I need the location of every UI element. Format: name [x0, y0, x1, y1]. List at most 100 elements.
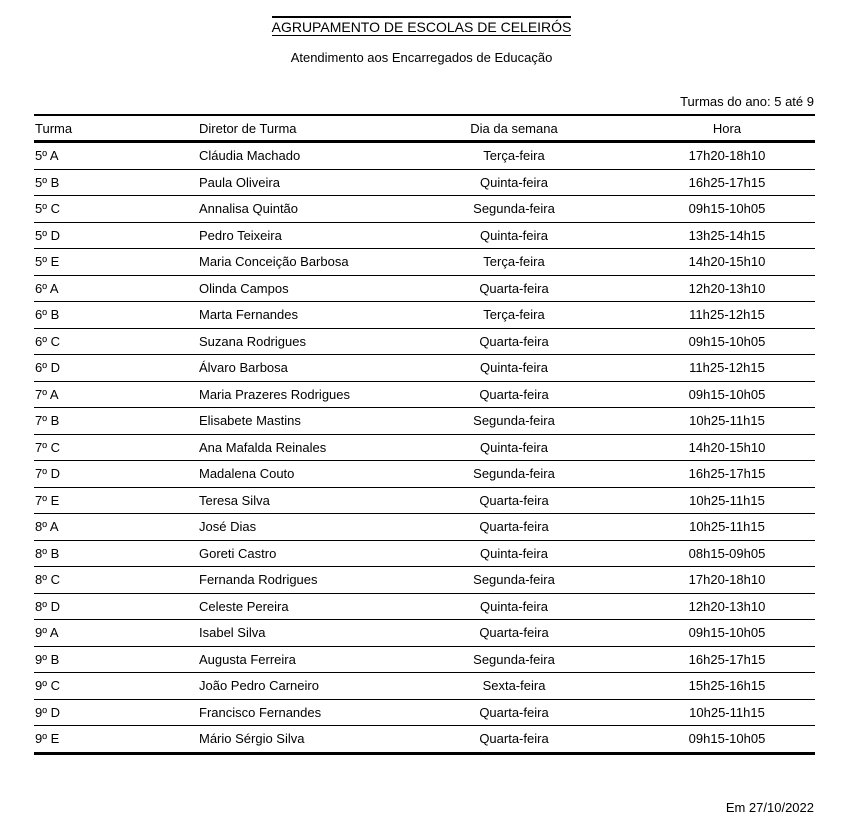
class-range: Turmas do ano: 5 até 9 [680, 94, 814, 109]
cell-turma: 8º A [34, 513, 199, 541]
cell-dia: Quinta-feira [429, 169, 599, 196]
table-row: 9º B Augusta Ferreira Segunda-feira 16h25-1… [34, 646, 815, 673]
cell-dia: Quinta-feira [429, 540, 599, 567]
cell-hora: 10h25-11h15 [599, 407, 815, 435]
cell-hora: 09h15-10h05 [599, 725, 815, 755]
cell-diretor: Marta Fernandes [199, 301, 429, 329]
cell-hora: 17h20-18h10 [599, 566, 815, 594]
table-row: 7º A Maria Prazeres Rodrigues Quarta-feira… [34, 381, 815, 408]
cell-diretor: Augusta Ferreira [199, 646, 429, 673]
cell-diretor: Suzana Rodrigues [199, 328, 429, 355]
cell-dia: Quinta-feira [429, 354, 599, 382]
cell-diretor: Pedro Teixeira [199, 222, 429, 249]
cell-dia: Quinta-feira [429, 434, 599, 461]
cell-turma: 8º D [34, 593, 199, 620]
cell-diretor: Francisco Fernandes [199, 699, 429, 726]
cell-diretor: Elisabete Mastins [199, 407, 429, 435]
cell-hora: 09h15-10h05 [599, 381, 815, 408]
cell-hora: 10h25-11h15 [599, 513, 815, 541]
header-hora: Hora [599, 114, 815, 143]
cell-hora: 16h25-17h15 [599, 646, 815, 673]
cell-diretor: Cláudia Machado [199, 141, 429, 170]
cell-dia: Terça-feira [429, 141, 599, 170]
cell-diretor: José Dias [199, 513, 429, 541]
table-row: 7º B Elisabete Mastins Segunda-feira 10h25-… [34, 407, 815, 435]
cell-turma: 7º D [34, 460, 199, 488]
cell-turma: 9º B [34, 646, 199, 673]
table-row: 5º A Cláudia Machado Terça-feira 17h20-18h1… [34, 141, 815, 170]
cell-turma: 7º E [34, 487, 199, 514]
cell-hora: 11h25-12h15 [599, 354, 815, 382]
cell-diretor: Álvaro Barbosa [199, 354, 429, 382]
table-row: 8º A José Dias Quarta-feira 10h25-11h15 [34, 513, 815, 541]
school-title-text: AGRUPAMENTO DE ESCOLAS DE CELEIRÓS [271, 16, 572, 36]
cell-dia: Quarta-feira [429, 275, 599, 302]
table-row: 7º E Teresa Silva Quarta-feira 10h25-11h15 [34, 487, 815, 514]
cell-hora: 09h15-10h05 [599, 619, 815, 647]
table-row: 7º C Ana Mafalda Reinales Quinta-feira 14h2… [34, 434, 815, 461]
cell-dia: Quarta-feira [429, 619, 599, 647]
cell-turma: 8º B [34, 540, 199, 567]
cell-diretor: Ana Mafalda Reinales [199, 434, 429, 461]
cell-hora: 09h15-10h05 [599, 195, 815, 223]
cell-hora: 14h20-15h10 [599, 248, 815, 276]
cell-hora: 13h25-14h15 [599, 222, 815, 249]
document-subtitle: Atendimento aos Encarregados de Educação [290, 50, 553, 65]
cell-hora: 16h25-17h15 [599, 460, 815, 488]
cell-diretor: Olinda Campos [199, 275, 429, 302]
cell-dia: Sexta-feira [429, 672, 599, 700]
cell-hora: 08h15-09h05 [599, 540, 815, 567]
schedule-table: Turma Diretor de Turma Dia da semana Hor… [34, 114, 815, 755]
header-diretor: Diretor de Turma [199, 114, 429, 143]
cell-dia: Quarta-feira [429, 328, 599, 355]
cell-hora: 09h15-10h05 [599, 328, 815, 355]
table-header: Turma Diretor de Turma Dia da semana Hor… [34, 114, 815, 143]
cell-turma: 9º A [34, 619, 199, 647]
table-row: 8º D Celeste Pereira Quinta-feira 12h20-13h… [34, 593, 815, 620]
header-dia: Dia da semana [429, 114, 599, 143]
table-row: 9º E Mário Sérgio Silva Quarta-feira 09h15-… [34, 725, 815, 755]
cell-turma: 7º C [34, 434, 199, 461]
cell-dia: Quinta-feira [429, 222, 599, 249]
cell-dia: Quarta-feira [429, 513, 599, 541]
cell-dia: Quarta-feira [429, 699, 599, 726]
cell-turma: 9º C [34, 672, 199, 700]
cell-dia: Quarta-feira [429, 381, 599, 408]
cell-diretor: Isabel Silva [199, 619, 429, 647]
table-row: 8º C Fernanda Rodrigues Segunda-feira 17h20… [34, 566, 815, 594]
table-row: 7º D Madalena Couto Segunda-feira 16h25-17h… [34, 460, 815, 488]
cell-hora: 12h20-13h10 [599, 593, 815, 620]
cell-diretor: Teresa Silva [199, 487, 429, 514]
cell-diretor: Celeste Pereira [199, 593, 429, 620]
cell-turma: 5º E [34, 248, 199, 276]
table-row: 9º C João Pedro Carneiro Sexta-feira 15h25-… [34, 672, 815, 700]
document-date: Em 27/10/2022 [725, 800, 814, 815]
cell-diretor: Paula Oliveira [199, 169, 429, 196]
table-row: 6º C Suzana Rodrigues Quarta-feira 09h15-10… [34, 328, 815, 355]
cell-diretor: Madalena Couto [199, 460, 429, 488]
school-title: AGRUPAMENTO DE ESCOLAS DE CELEIRÓS [0, 16, 843, 36]
cell-dia: Quinta-feira [429, 593, 599, 620]
table-row: 9º A Isabel Silva Quarta-feira 09h15-10h05 [34, 619, 815, 647]
cell-dia: Segunda-feira [429, 460, 599, 488]
cell-hora: 14h20-15h10 [599, 434, 815, 461]
cell-hora: 10h25-11h15 [599, 699, 815, 726]
cell-dia: Segunda-feira [429, 646, 599, 673]
cell-dia: Terça-feira [429, 248, 599, 276]
cell-dia: Segunda-feira [429, 195, 599, 223]
cell-diretor: Annalisa Quintão [199, 195, 429, 223]
cell-hora: 10h25-11h15 [599, 487, 815, 514]
cell-dia: Segunda-feira [429, 566, 599, 594]
table-row: 6º B Marta Fernandes Terça-feira 11h25-12h1… [34, 301, 815, 329]
cell-turma: 7º B [34, 407, 199, 435]
cell-turma: 5º D [34, 222, 199, 249]
cell-hora: 17h20-18h10 [599, 141, 815, 170]
cell-turma: 8º C [34, 566, 199, 594]
table-row: 5º E Maria Conceição Barbosa Terça-feira 14… [34, 248, 815, 276]
table-row: 9º D Francisco Fernandes Quarta-feira 10h25… [34, 699, 815, 726]
table-row: 8º B Goreti Castro Quinta-feira 08h15-09h05 [34, 540, 815, 567]
cell-dia: Terça-feira [429, 301, 599, 329]
cell-diretor: João Pedro Carneiro [199, 672, 429, 700]
cell-hora: 15h25-16h15 [599, 672, 815, 700]
